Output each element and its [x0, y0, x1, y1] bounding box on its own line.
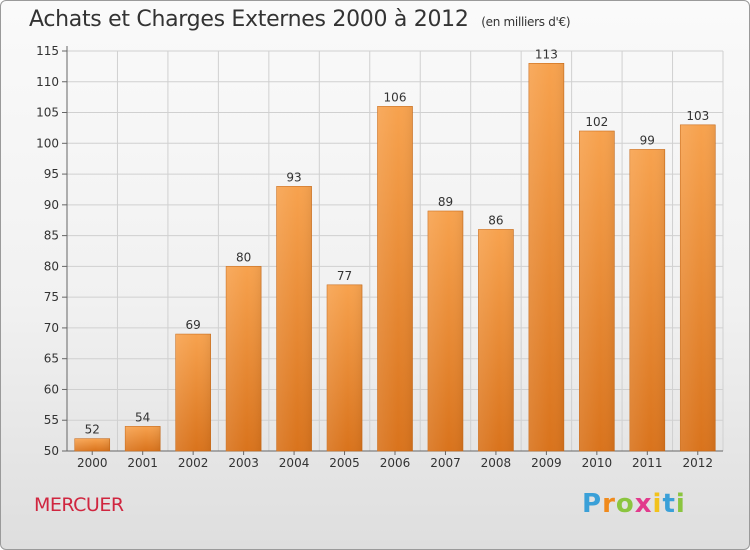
bar-value-label: 93: [286, 170, 301, 184]
chart-title: Achats et Charges Externes 2000 à 2012 (…: [29, 7, 571, 32]
x-tick-label: 2011: [632, 456, 663, 470]
x-tick-label: 2006: [380, 456, 411, 470]
bar-shade: [528, 63, 564, 452]
bar-shade: [377, 106, 413, 451]
bar-shade: [579, 131, 615, 451]
y-tick-label: 50: [44, 444, 59, 458]
y-tick-label: 115: [36, 44, 59, 58]
bar-value-label: 99: [640, 133, 655, 147]
y-tick-label: 55: [44, 413, 59, 427]
bar-value-label: 52: [85, 423, 100, 437]
bar-shade: [175, 334, 211, 451]
x-tick-label: 2003: [228, 456, 259, 470]
bar-value-label: 103: [686, 109, 709, 123]
bar-shade: [276, 186, 312, 451]
bar-value-label: 69: [186, 318, 201, 332]
bar-value-label: 54: [135, 410, 150, 424]
y-tick-label: 65: [44, 352, 59, 366]
x-tick-label: 2005: [329, 456, 360, 470]
y-tick-label: 90: [44, 198, 59, 212]
bar-shade: [427, 211, 463, 451]
x-tick-label: 2000: [77, 456, 108, 470]
bar-value-label: 102: [585, 115, 608, 129]
town-name: MERCUER: [34, 494, 124, 516]
chart-title-text: Achats et Charges Externes 2000 à 2012: [29, 7, 469, 32]
y-tick-label: 100: [36, 136, 59, 150]
chart-subtitle: (en milliers d'€): [481, 15, 571, 29]
x-tick-label: 2008: [481, 456, 512, 470]
x-tick-label: 2004: [279, 456, 310, 470]
bar-value-label: 113: [535, 47, 558, 61]
x-tick-label: 2009: [531, 456, 562, 470]
bar-shade: [125, 426, 161, 451]
y-tick-label: 80: [44, 259, 59, 273]
bar-shade: [327, 284, 363, 451]
bar-value-label: 86: [488, 213, 503, 227]
x-tick-label: 2010: [582, 456, 613, 470]
bar-value-label: 106: [384, 90, 407, 104]
y-tick-label: 95: [44, 167, 59, 181]
bar-shade: [478, 229, 514, 451]
bar-value-label: 89: [438, 195, 453, 209]
x-tick-label: 2012: [682, 456, 713, 470]
y-tick-label: 70: [44, 321, 59, 335]
proxiti-logo: Proxiti: [582, 489, 686, 519]
x-tick-label: 2002: [178, 456, 209, 470]
y-tick-label: 85: [44, 229, 59, 243]
bar-value-label: 77: [337, 269, 352, 283]
x-tick-label: 2001: [127, 456, 158, 470]
y-tick-label: 75: [44, 290, 59, 304]
y-tick-label: 110: [36, 75, 59, 89]
bar-value-label: 80: [236, 250, 251, 264]
bar-shade: [680, 124, 716, 451]
x-tick-label: 2007: [430, 456, 461, 470]
bar-shade: [74, 438, 110, 451]
bar-shade: [629, 149, 665, 451]
bar-shade: [226, 266, 262, 451]
y-tick-label: 105: [36, 106, 59, 120]
y-tick-label: 60: [44, 382, 59, 396]
